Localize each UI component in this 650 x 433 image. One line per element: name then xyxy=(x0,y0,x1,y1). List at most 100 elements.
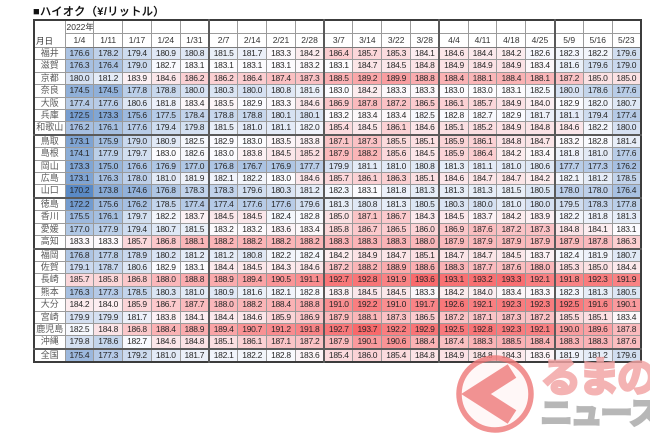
price-cell: 185.7 xyxy=(467,96,498,111)
price-cell: 187.9 xyxy=(323,335,354,350)
logo-chevron-icon xyxy=(461,364,517,424)
price-cell: 173.3 xyxy=(93,109,124,123)
price-cell: 180.5 xyxy=(410,197,440,212)
price-cell: 185.2 xyxy=(294,147,325,161)
price-cell: 188.1 xyxy=(467,71,498,86)
price-cell: 176.4 xyxy=(611,184,642,199)
price-cell: 180.7 xyxy=(611,96,642,111)
price-cell: 190.1 xyxy=(352,335,383,350)
date-column-header: 3/28 xyxy=(410,33,440,48)
price-cell: 185.3 xyxy=(553,260,584,275)
price-cell: 184.9 xyxy=(438,348,469,363)
price-cell: 192.8 xyxy=(467,322,498,337)
price-cell: 188.5 xyxy=(496,335,527,350)
price-cell: 179.4 xyxy=(122,46,152,61)
price-cell: 177.0 xyxy=(64,222,95,237)
price-cell: 181.5 xyxy=(496,184,527,199)
price-cell: 184.2 xyxy=(323,248,354,262)
price-cell: 181.4 xyxy=(611,134,642,149)
price-cell: 185.0 xyxy=(611,71,642,86)
price-cell: 188.2 xyxy=(237,235,268,250)
price-cell: 187.9 xyxy=(553,235,584,250)
price-cell: 176.6 xyxy=(122,159,152,174)
price-cell: 184.9 xyxy=(496,59,527,73)
price-cell: 185.3 xyxy=(381,46,412,61)
price-cell: 183.1 xyxy=(207,59,239,73)
price-cell: 179.0 xyxy=(611,59,642,73)
price-cell: 176.8 xyxy=(150,184,181,199)
price-cell: 186.9 xyxy=(294,310,325,324)
prefecture-label: 佐賀 xyxy=(33,260,66,275)
price-cell: 191.0 xyxy=(381,298,412,312)
price-cell: 185.1 xyxy=(410,134,440,149)
price-cell: 192.3 xyxy=(582,273,613,287)
price-cell: 183.1 xyxy=(266,59,296,73)
price-cell: 188.0 xyxy=(410,235,440,250)
price-cell: 182.8 xyxy=(438,109,469,123)
price-cell: 191.7 xyxy=(410,298,440,312)
price-cell: 173.1 xyxy=(64,134,95,149)
price-cell: 185.0 xyxy=(323,210,354,224)
price-cell: 177.6 xyxy=(611,147,642,161)
price-cell: 183.2 xyxy=(553,134,584,149)
price-cell: 183.3 xyxy=(410,285,440,300)
table-row: 長崎 185.7 185.8 186.8 188.0 188.8 188.9 189.4 190… xyxy=(33,273,642,287)
price-cell: 185.7 xyxy=(64,273,95,287)
price-cell: 181.2 xyxy=(582,172,613,186)
price-cell: 184.9 xyxy=(496,121,527,136)
price-cell: 186.8 xyxy=(150,235,181,250)
prefecture-label: 大阪 xyxy=(33,96,66,111)
price-cell: 184.8 xyxy=(496,134,527,149)
price-cell: 187.2 xyxy=(294,335,325,350)
price-cell: 174.6 xyxy=(122,184,152,199)
year-header-spacer xyxy=(237,19,268,34)
table-header: 月日 2022年 1/4 1/11 1/17 1/24 1/31 2/7 2/14 2/21 2/2… xyxy=(33,19,642,48)
price-cell: 178.4 xyxy=(179,109,210,123)
price-cell: 180.0 xyxy=(467,197,498,212)
table-title: ■ハイオク（¥/リットル） xyxy=(33,6,165,18)
year-header-spacer xyxy=(582,19,613,34)
year-header-spacer xyxy=(496,19,527,34)
price-cell: 184.1 xyxy=(179,310,210,324)
price-cell: 178.5 xyxy=(150,197,181,212)
price-cell: 182.2 xyxy=(553,210,584,224)
prefecture-label: 宮崎 xyxy=(33,310,66,324)
price-cell: 177.3 xyxy=(93,348,124,363)
price-cell: 184.5 xyxy=(237,210,268,224)
price-cell: 183.1 xyxy=(179,260,210,275)
price-cell: 180.3 xyxy=(438,197,469,212)
price-cell: 187.1 xyxy=(323,134,354,149)
price-cell: 183.6 xyxy=(294,348,325,363)
table-row: 広島 173.1 176.3 178.0 181.0 181.9 182.1 182.2 183… xyxy=(33,172,642,186)
price-cell: 176.2 xyxy=(611,159,642,174)
price-cell: 183.7 xyxy=(179,210,210,224)
price-cell: 188.0 xyxy=(207,298,239,312)
logo-circle-mark xyxy=(456,355,534,433)
price-cell: 176.9 xyxy=(150,159,181,174)
price-cell: 182.5 xyxy=(179,134,210,149)
price-cell: 188.3 xyxy=(352,235,383,250)
price-cell: 182.0 xyxy=(582,96,613,111)
price-cell: 183.4 xyxy=(294,222,325,237)
price-cell: 184.2 xyxy=(352,84,383,98)
price-cell: 179.7 xyxy=(122,147,152,161)
price-cell: 191.8 xyxy=(553,273,584,287)
price-cell: 193.2 xyxy=(467,273,498,287)
date-column-header: 4/25 xyxy=(525,33,556,48)
watermark-text-bottom: ニュース xyxy=(541,396,650,431)
price-cell: 183.1 xyxy=(352,184,383,199)
price-cell: 181.3 xyxy=(381,197,412,212)
price-cell: 179.6 xyxy=(582,59,613,73)
table-row: 福井 176.6 178.2 179.4 180.9 180.8 181.5 181.7 183… xyxy=(33,46,642,61)
price-cell: 184.8 xyxy=(410,59,440,73)
price-cell: 182.3 xyxy=(553,46,584,61)
prefecture-label: 兵庫 xyxy=(33,109,66,123)
corner-header-label: 月日 xyxy=(33,19,66,48)
price-cell: 176.3 xyxy=(64,59,95,73)
table-row: 奈良 174.5 174.5 177.8 178.8 180.0 180.3 180.0 180… xyxy=(33,84,642,98)
price-cell: 188.4 xyxy=(525,335,556,350)
price-cell: 183.2 xyxy=(294,59,325,73)
date-column-header: 4/11 xyxy=(467,33,498,48)
price-cell: 181.2 xyxy=(179,248,210,262)
date-column-header: 3/14 xyxy=(352,33,383,48)
